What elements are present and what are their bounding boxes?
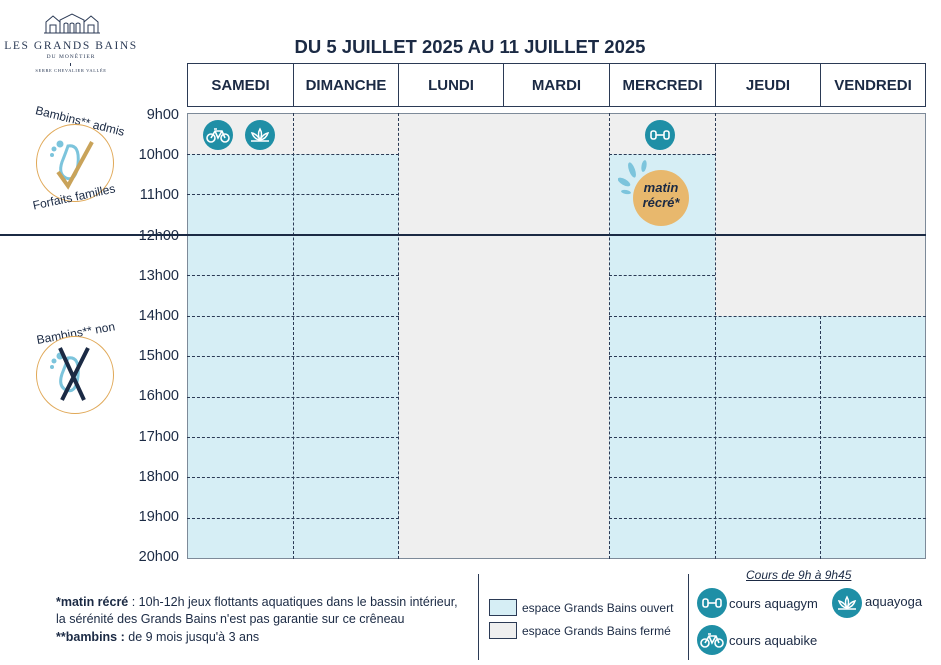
header-jeudi: JEUDI	[715, 63, 821, 107]
grid-hline	[609, 154, 715, 155]
grid-hline	[187, 437, 399, 438]
grid-hline	[187, 518, 399, 519]
legend-separator	[688, 574, 689, 660]
hour-label: 14h00	[138, 308, 179, 324]
grid-vline	[398, 113, 399, 559]
building-logo-icon	[44, 13, 100, 34]
hour-label: 13h00	[138, 268, 179, 284]
foot-badge-circle	[36, 124, 114, 202]
grid-vline	[609, 113, 610, 559]
hour-label: 18h00	[138, 469, 179, 485]
matin-recre-line1: matin	[643, 180, 679, 195]
grid-vline	[715, 113, 716, 559]
grid-border	[187, 113, 926, 559]
grid-hline	[187, 275, 399, 276]
header-samedi: SAMEDI	[187, 63, 294, 107]
note-bambins-label: **bambins :	[56, 630, 125, 644]
hour-label: 12h00	[138, 228, 179, 244]
grid-hline	[187, 397, 399, 398]
legend-aquayoga-label: aquayoga	[865, 594, 923, 609]
grid-hline	[187, 356, 399, 357]
header-vendredi: VENDREDI	[820, 63, 926, 107]
footprint-cross-icon	[50, 347, 90, 401]
hour-label: 15h00	[138, 348, 179, 364]
grid-hline	[609, 437, 926, 438]
logo-divider	[70, 63, 71, 66]
legend-aquagym-label: cours aquagym	[729, 596, 818, 611]
grid-hline	[609, 356, 926, 357]
hour-label: 9h00	[146, 107, 179, 123]
courses-title: Cours de 9h à 9h45	[746, 568, 852, 582]
header-mardi: MARDI	[503, 63, 610, 107]
grid-hline	[609, 316, 926, 317]
logo-subtitle: DU MONÊTIER	[46, 54, 96, 60]
legend-open-swatch	[489, 599, 517, 616]
grid-hline	[187, 194, 399, 195]
note-recre-text2: la sérénité des Grands Bains n'est pas g…	[56, 612, 405, 626]
page-title: DU 5 JUILLET 2025 AU 11 JUILLET 2025	[294, 36, 646, 57]
legend-closed-swatch	[489, 622, 517, 639]
legend-separator	[478, 574, 479, 660]
note-recre-text1: : 10h-12h jeux flottants aquatiques dans…	[128, 595, 458, 609]
legend-closed-label: espace Grands Bains fermé	[522, 624, 671, 638]
hour-label: 19h00	[138, 509, 179, 525]
note-recre-label: *matin récré	[56, 595, 129, 609]
noon-divider	[0, 234, 926, 236]
grid-hline	[609, 518, 926, 519]
grid-hline	[187, 154, 399, 155]
hour-label: 16h00	[138, 388, 179, 404]
legend-aquabike-label: cours aquabike	[729, 633, 818, 648]
hour-label: 10h00	[138, 147, 179, 163]
aquayoga-icon[interactable]	[245, 120, 275, 150]
footprint-check-icon	[50, 140, 94, 190]
aquagym-icon[interactable]	[645, 120, 675, 150]
grid-vline	[293, 113, 294, 559]
logo-region: SERRE CHEVALIER VALLÉE	[35, 68, 107, 73]
grid-hline	[609, 275, 715, 276]
splash-icon	[618, 160, 647, 195]
grid-hline	[609, 397, 926, 398]
matin-recre-line2: récré*	[642, 195, 680, 210]
logo-name: LES GRANDS BAINS	[4, 40, 138, 52]
hour-label: 20h00	[138, 549, 179, 565]
aquagym-icon	[697, 588, 727, 618]
header-lundi: LUNDI	[398, 63, 504, 107]
aquayoga-icon	[832, 588, 862, 618]
hour-label: 11h00	[139, 187, 179, 203]
header-mercredi: MERCREDI	[609, 63, 716, 107]
grid-hline	[187, 477, 399, 478]
grid-hline	[187, 316, 399, 317]
grid-hline	[609, 477, 926, 478]
hour-label: 17h00	[138, 429, 179, 445]
note-bambins-text: de 9 mois jusqu'à 3 ans	[124, 630, 260, 644]
aquabike-icon[interactable]	[203, 120, 233, 150]
header-dimanche: DIMANCHE	[293, 63, 399, 107]
aquabike-icon	[697, 625, 727, 655]
legend-open-label: espace Grands Bains ouvert	[522, 601, 674, 615]
